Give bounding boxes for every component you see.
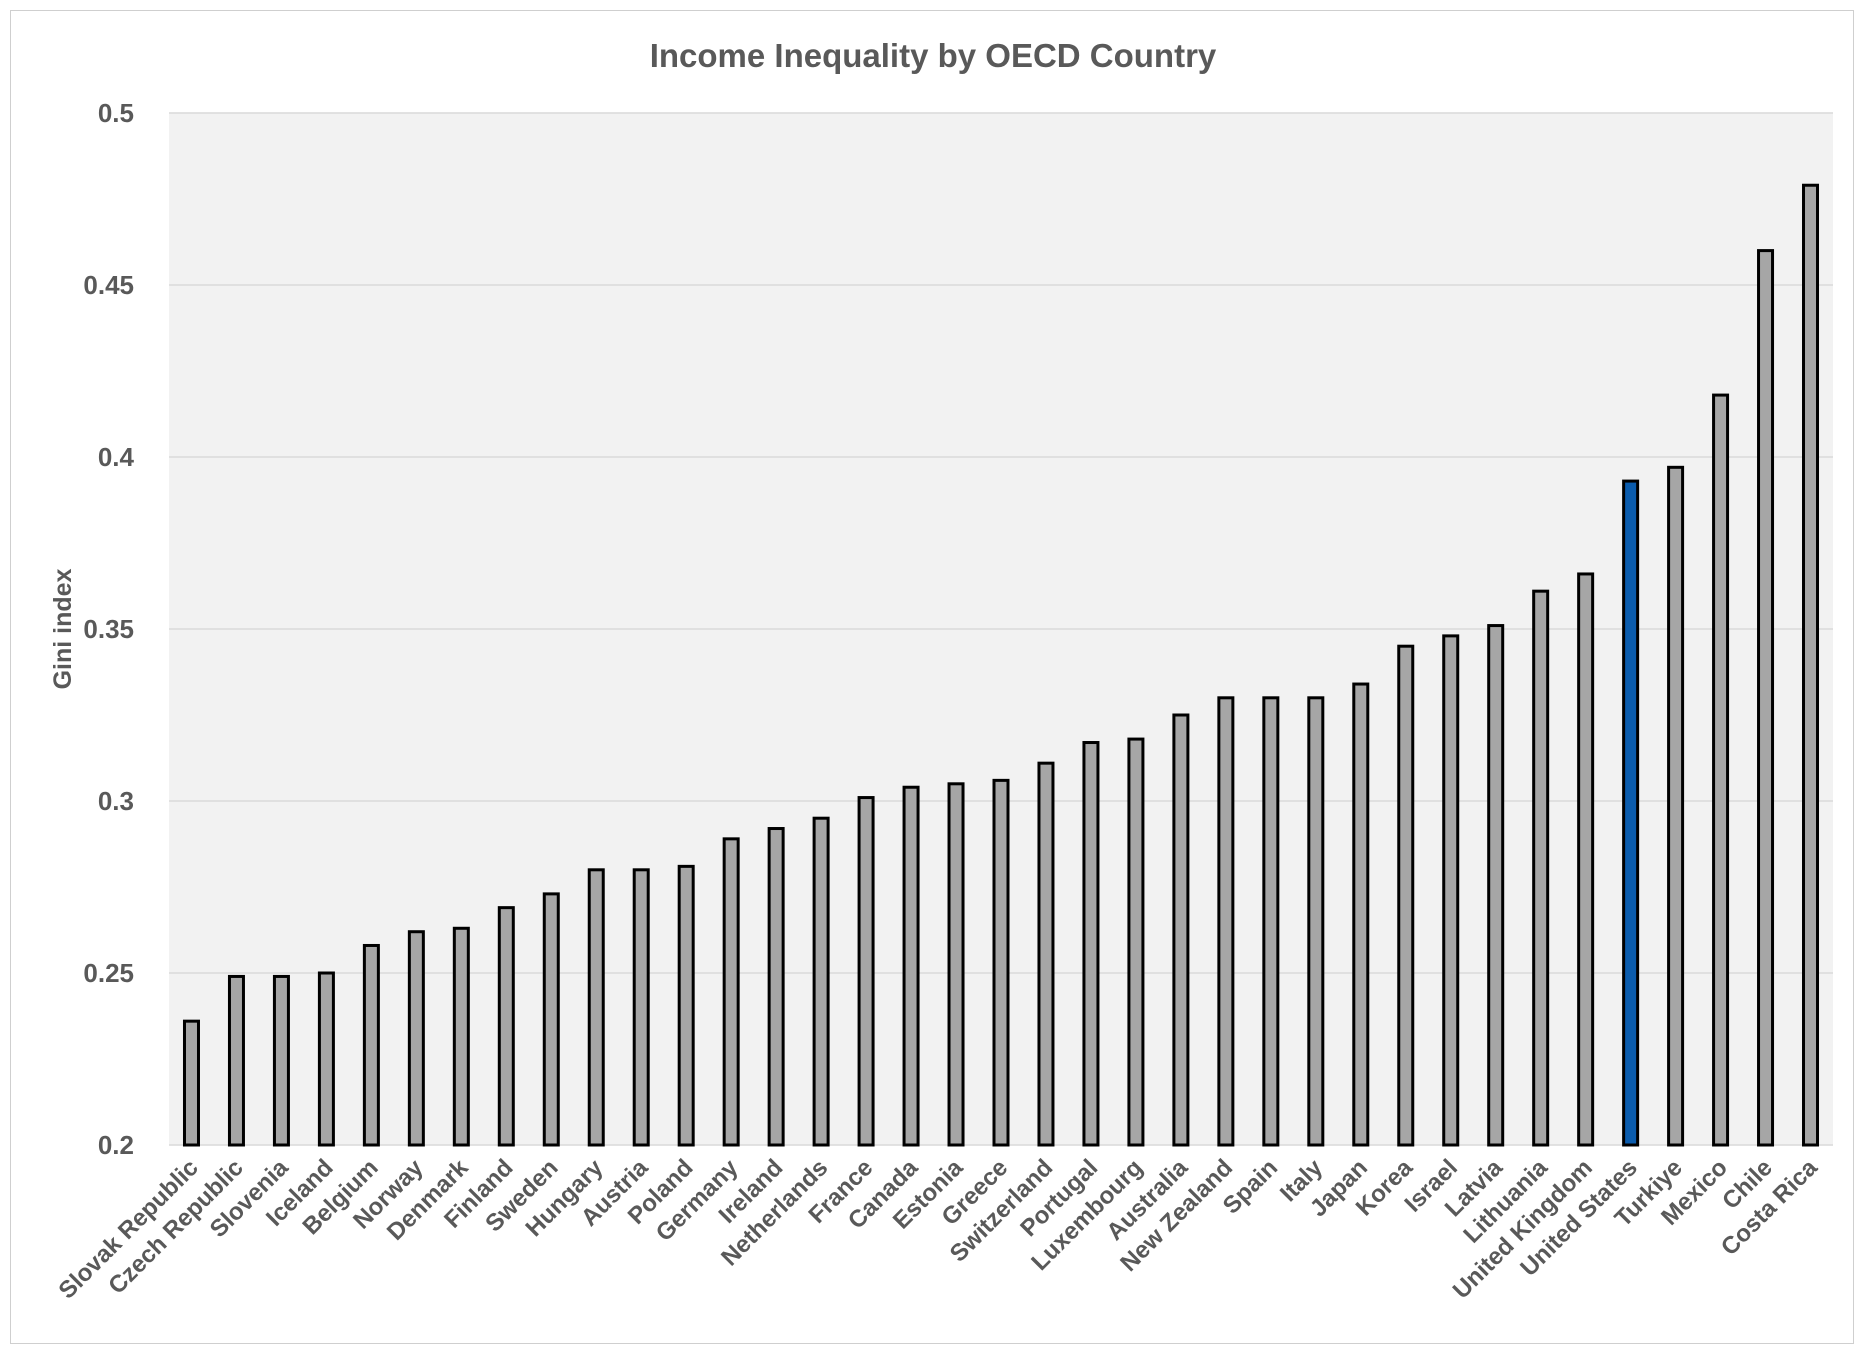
chart-title: Income Inequality by OECD Country	[650, 37, 1217, 74]
bar	[227, 974, 245, 1147]
bar	[182, 1019, 200, 1147]
bar	[407, 930, 425, 1147]
bars	[182, 183, 1820, 1147]
bar	[1712, 393, 1730, 1147]
bar	[632, 868, 650, 1147]
y-axis-ticks: 0.2 0.25 0.3 0.35 0.4 0.45 0.5	[83, 98, 134, 1160]
y-axis-label: Gini index	[49, 568, 77, 689]
bar	[1757, 249, 1775, 1147]
bar-chart: 0.2 0.25 0.3 0.35 0.4 0.45 0.5 Slovak Republic…	[49, 37, 1833, 1305]
bar	[767, 827, 785, 1147]
bar	[1307, 696, 1325, 1147]
bar	[497, 906, 515, 1147]
bar	[452, 926, 470, 1147]
bar	[1487, 624, 1505, 1147]
bar	[1622, 479, 1640, 1147]
bar	[947, 782, 965, 1147]
bar	[1532, 589, 1550, 1147]
bar	[1667, 465, 1685, 1147]
bar	[1352, 682, 1370, 1147]
bar	[1397, 644, 1415, 1147]
y-tick-label: 0.5	[98, 98, 134, 128]
bar	[902, 785, 920, 1147]
bar	[992, 778, 1010, 1147]
bar	[722, 837, 740, 1147]
chart-frame: 0.2 0.25 0.3 0.35 0.4 0.45 0.5 Slovak Republic…	[10, 10, 1854, 1344]
bar	[362, 943, 380, 1147]
bar	[857, 796, 875, 1147]
bar	[1802, 183, 1820, 1147]
y-tick-label: 0.25	[83, 958, 134, 988]
bar	[1082, 741, 1100, 1147]
y-tick-label: 0.45	[83, 270, 134, 300]
y-tick-label: 0.4	[98, 442, 135, 472]
bar	[587, 868, 605, 1147]
bar	[1577, 572, 1595, 1147]
bar	[542, 892, 560, 1147]
bar	[1172, 713, 1190, 1147]
bar	[1217, 696, 1235, 1147]
bar	[1127, 737, 1145, 1147]
bar	[1442, 634, 1460, 1147]
y-tick-label: 0.3	[98, 786, 134, 816]
bar	[812, 816, 830, 1147]
y-tick-label: 0.35	[83, 614, 134, 644]
bar	[1262, 696, 1280, 1147]
bar	[317, 971, 335, 1147]
y-tick-label: 0.2	[98, 1130, 134, 1160]
bar	[677, 864, 695, 1147]
bar	[1037, 761, 1055, 1147]
bar	[272, 974, 290, 1147]
